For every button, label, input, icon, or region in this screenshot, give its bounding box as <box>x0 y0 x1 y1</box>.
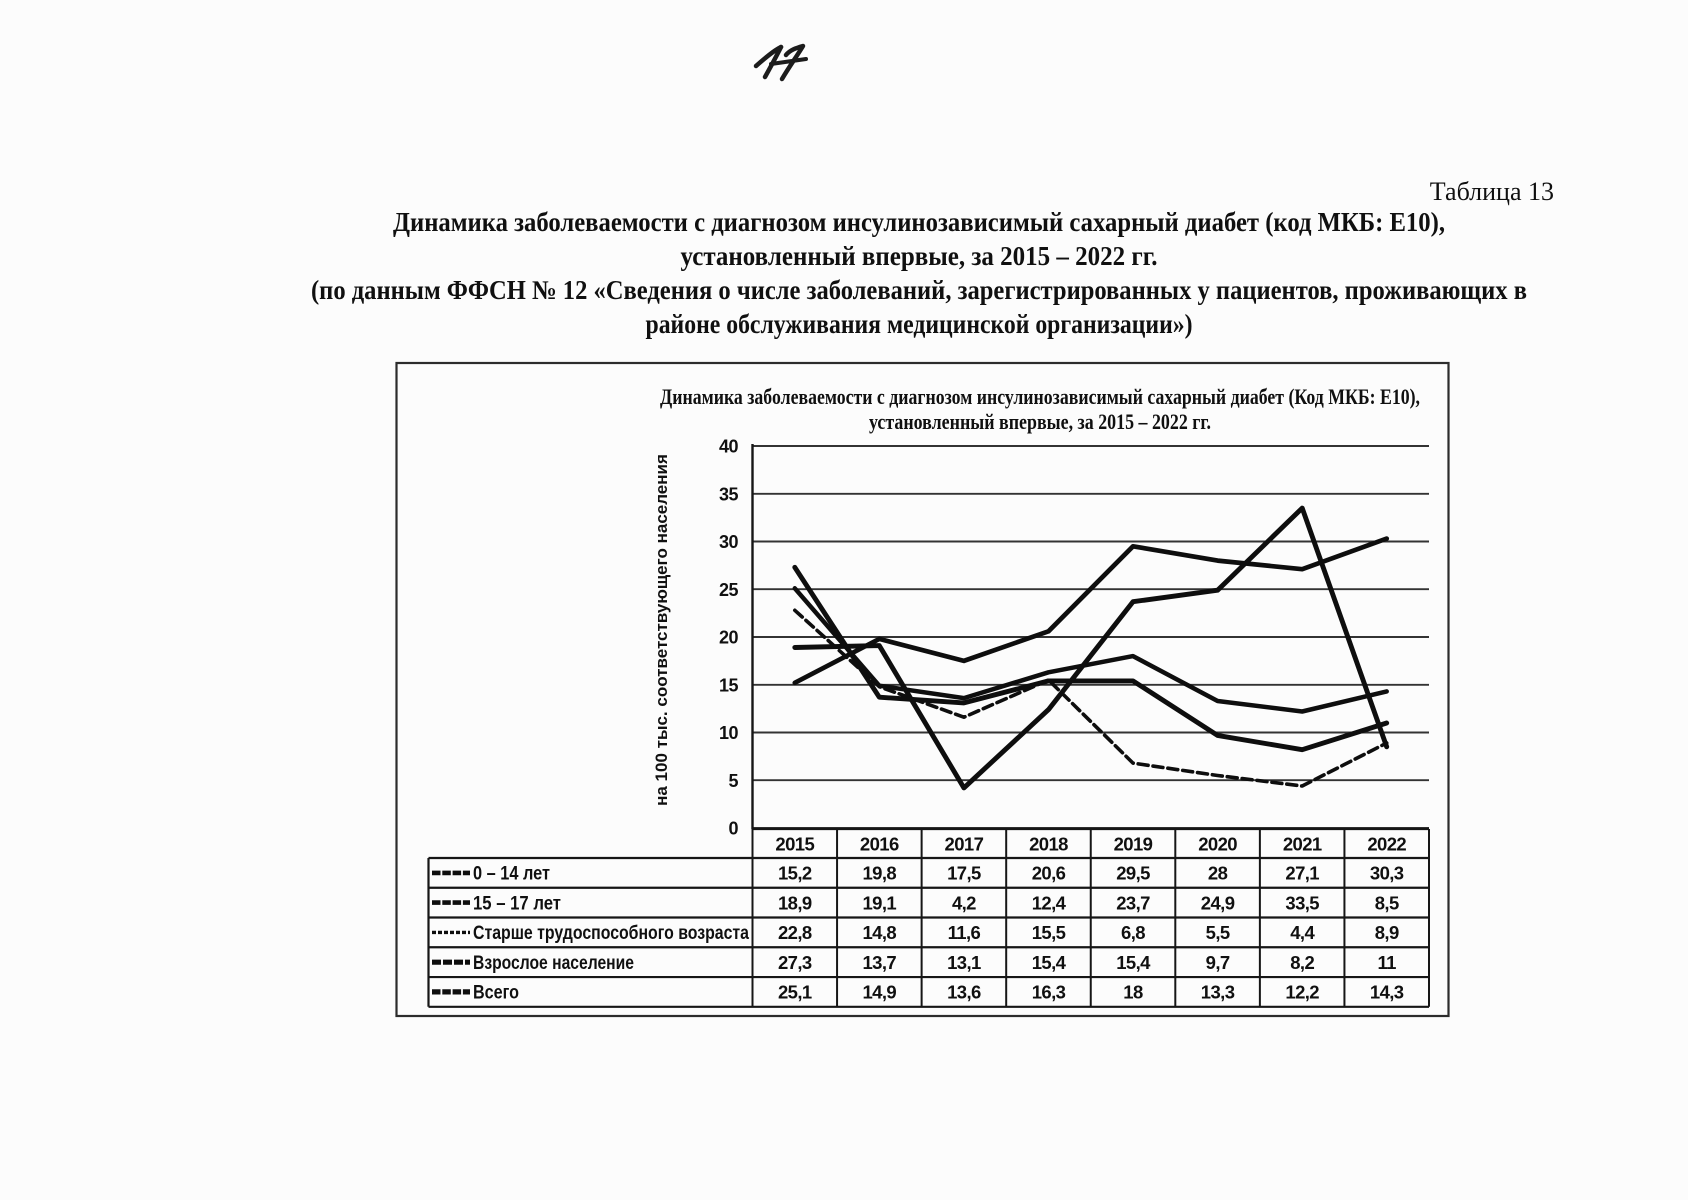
svg-text:Таблица 13: Таблица 13 <box>1430 177 1554 206</box>
svg-text:28: 28 <box>1208 863 1228 884</box>
svg-text:11: 11 <box>1378 952 1397 973</box>
svg-text:Взрослое население: Взрослое население <box>473 953 634 974</box>
svg-text:19,8: 19,8 <box>862 863 896 884</box>
svg-text:33,5: 33,5 <box>1285 892 1319 913</box>
svg-text:15: 15 <box>719 675 739 695</box>
svg-text:13,1: 13,1 <box>947 952 981 973</box>
svg-text:5: 5 <box>728 771 738 791</box>
svg-text:13,3: 13,3 <box>1201 982 1235 1003</box>
svg-text:30,3: 30,3 <box>1370 863 1404 884</box>
svg-text:10: 10 <box>719 723 739 743</box>
svg-text:30: 30 <box>719 532 739 552</box>
svg-text:Динамика заболеваемости с диаг: Динамика заболеваемости с диагнозом инсу… <box>660 384 1420 409</box>
svg-text:5,5: 5,5 <box>1206 922 1230 943</box>
svg-text:2021: 2021 <box>1283 833 1322 854</box>
svg-text:15,4: 15,4 <box>1116 952 1151 973</box>
svg-text:19,1: 19,1 <box>862 892 896 913</box>
svg-text:17,5: 17,5 <box>947 863 981 884</box>
svg-text:14,9: 14,9 <box>862 982 896 1003</box>
svg-text:25: 25 <box>719 580 739 600</box>
svg-text:14,3: 14,3 <box>1370 982 1404 1003</box>
svg-text:14,8: 14,8 <box>862 922 896 943</box>
svg-text:2020: 2020 <box>1198 833 1237 854</box>
svg-text:27,3: 27,3 <box>778 952 812 973</box>
svg-text:4,4: 4,4 <box>1290 922 1315 943</box>
svg-text:на 100 тыс. соответствующего н: на 100 тыс. соответствующего населения <box>652 454 671 806</box>
svg-text:15 – 17 лет: 15 – 17 лет <box>473 893 561 914</box>
svg-text:40: 40 <box>719 437 739 457</box>
svg-text:15,4: 15,4 <box>1032 952 1067 973</box>
svg-text:18: 18 <box>1123 982 1143 1003</box>
svg-text:20,6: 20,6 <box>1032 863 1066 884</box>
svg-text:0: 0 <box>728 819 738 839</box>
svg-text:20: 20 <box>719 628 739 648</box>
svg-text:23,7: 23,7 <box>1116 892 1150 913</box>
svg-text:9,7: 9,7 <box>1206 952 1230 973</box>
svg-text:2017: 2017 <box>945 833 984 854</box>
svg-text:12,2: 12,2 <box>1285 982 1319 1003</box>
svg-text:6,8: 6,8 <box>1121 922 1145 943</box>
svg-text:установленный впервые, за 2015: установленный впервые, за 2015 – 2022 гг… <box>681 241 1158 271</box>
svg-text:установленный впервые, за 2015: установленный впервые, за 2015 – 2022 гг… <box>869 409 1211 434</box>
svg-text:8,9: 8,9 <box>1375 922 1399 943</box>
svg-text:8,2: 8,2 <box>1290 952 1314 973</box>
svg-text:районе обслуживания медицинско: районе обслуживания медицинской организа… <box>646 309 1193 339</box>
svg-text:13,6: 13,6 <box>947 982 981 1003</box>
svg-text:2015: 2015 <box>775 833 814 854</box>
svg-text:2018: 2018 <box>1029 833 1068 854</box>
svg-text:13,7: 13,7 <box>862 952 896 973</box>
svg-text:29,5: 29,5 <box>1116 863 1150 884</box>
svg-text:Динамика заболеваемости с диаг: Динамика заболеваемости с диагнозом инсу… <box>393 207 1445 237</box>
svg-text:2022: 2022 <box>1367 833 1406 854</box>
svg-text:18,9: 18,9 <box>778 892 812 913</box>
svg-text:8,5: 8,5 <box>1375 892 1399 913</box>
svg-text:24,9: 24,9 <box>1201 892 1235 913</box>
svg-text:27,1: 27,1 <box>1285 863 1319 884</box>
svg-text:15,5: 15,5 <box>1032 922 1066 943</box>
svg-text:22,8: 22,8 <box>778 922 812 943</box>
svg-text:Старше трудоспособного возраст: Старше трудоспособного возраста <box>473 923 749 944</box>
svg-text:Всего: Всего <box>473 983 519 1004</box>
svg-text:12,4: 12,4 <box>1032 892 1067 913</box>
svg-text:(по данным ФФСН № 12 «Сведения: (по данным ФФСН № 12 «Сведения о числе з… <box>311 275 1527 305</box>
svg-text:35: 35 <box>719 484 739 504</box>
svg-text:25,1: 25,1 <box>778 982 812 1003</box>
svg-text:4,2: 4,2 <box>952 892 976 913</box>
svg-text:2016: 2016 <box>860 833 899 854</box>
svg-text:2019: 2019 <box>1114 833 1153 854</box>
svg-text:11,6: 11,6 <box>948 922 981 943</box>
svg-text:16,3: 16,3 <box>1032 982 1066 1003</box>
svg-text:0 – 14 лет: 0 – 14 лет <box>473 864 550 885</box>
svg-text:15,2: 15,2 <box>778 863 812 884</box>
